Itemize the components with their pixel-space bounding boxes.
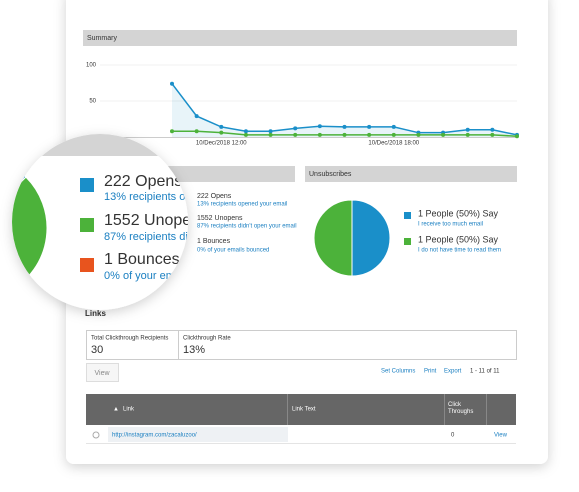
point (293, 126, 298, 131)
pie-slice (12, 155, 48, 301)
cell-highlight (108, 427, 288, 442)
point (441, 132, 446, 137)
content: Summary Unsubscribes 222 Opens 13% recip… (83, 30, 519, 444)
legend-label: 1 People (50%) Say (418, 234, 499, 244)
set-columns[interactable]: Set Columns (381, 369, 415, 375)
magnifier (12, 134, 188, 310)
point (219, 130, 224, 135)
legend-label: 222 Opens (197, 193, 232, 200)
links-title: Links (85, 309, 106, 318)
legend-desc: 0% of your emails bounced (104, 270, 237, 282)
point (490, 132, 495, 137)
point (194, 129, 199, 134)
legend-label: 1 Bounces (197, 238, 231, 245)
row-view[interactable]: View (494, 433, 508, 439)
legend-desc: 0% of your emails bounced (197, 248, 269, 254)
unsub-title: Unsubscribes (309, 171, 352, 178)
legend-swatch (80, 218, 94, 232)
point (342, 124, 347, 129)
legend-desc: 87% recipients didn't open your email (104, 231, 286, 243)
point (243, 132, 248, 137)
legend-swatch (404, 238, 411, 245)
col-header[interactable]: Link (123, 407, 135, 413)
point (194, 114, 199, 119)
legend-swatch (80, 178, 94, 192)
pie-slice (351, 199, 391, 277)
legend-swatch (404, 212, 411, 219)
point (219, 124, 224, 129)
y-tick-label: 100 (86, 63, 97, 69)
stat-label: Total Clickthrough Recipients (91, 336, 168, 342)
point (367, 132, 372, 137)
x-tick-label: 10/Dec/2018 12:00 (196, 141, 247, 147)
point (317, 124, 322, 129)
summary-header (83, 30, 517, 46)
col-sort: ▲ (113, 407, 119, 413)
point (170, 129, 174, 134)
legend-label: 222 Opens (104, 173, 182, 190)
point (490, 127, 495, 132)
point (243, 129, 248, 134)
legend-label: 1552 Unopens (197, 215, 243, 222)
legend-desc: I receive too much email (418, 222, 483, 228)
clicks: 0 (451, 433, 455, 439)
pager: 1 - 11 of 11 (470, 369, 500, 375)
unsub-header (305, 166, 517, 182)
point (465, 127, 470, 132)
legend-swatch (80, 258, 94, 272)
view-button-label[interactable]: View (94, 370, 110, 377)
point (317, 132, 322, 137)
y-tick-label: 50 (89, 99, 96, 105)
print[interactable]: Print (424, 369, 437, 375)
legend-label: 1 Bounces (104, 251, 180, 268)
point (170, 81, 174, 86)
legend-desc: 13% recipients opened your email (104, 191, 270, 203)
col-header[interactable]: Link Text (292, 407, 316, 413)
point (342, 132, 347, 137)
point (465, 132, 470, 137)
stat-label: Clickthrough Rate (183, 336, 231, 342)
stats-box (86, 330, 517, 360)
point (268, 132, 273, 137)
summary-title: Summary (87, 35, 117, 42)
legend-desc: 13% recipients opened your email (197, 202, 287, 208)
legend-label: 1552 Unopens (104, 212, 208, 229)
point (367, 124, 372, 129)
point (293, 132, 298, 137)
point (515, 134, 519, 139)
radio[interactable] (92, 431, 100, 439)
view-button[interactable] (86, 363, 119, 382)
stat-value: 30 (91, 344, 103, 356)
point (268, 129, 273, 134)
stat-value: 13% (183, 344, 205, 356)
col-header[interactable]: Click Throughs (448, 402, 473, 415)
link[interactable]: http://instagram.com/zacaluzoo/ (112, 433, 197, 439)
export[interactable]: Export (444, 369, 462, 375)
x-tick-label: 10/Dec/2018 18:00 (368, 141, 419, 147)
point (391, 132, 396, 137)
legend-desc: I do not have time to read them (418, 248, 501, 254)
point (416, 132, 421, 137)
point (391, 124, 396, 129)
pie-slice (313, 199, 353, 277)
legend-label: 1 People (50%) Say (418, 208, 499, 218)
legend-desc: 87% recipients didn't open your email (197, 224, 297, 230)
